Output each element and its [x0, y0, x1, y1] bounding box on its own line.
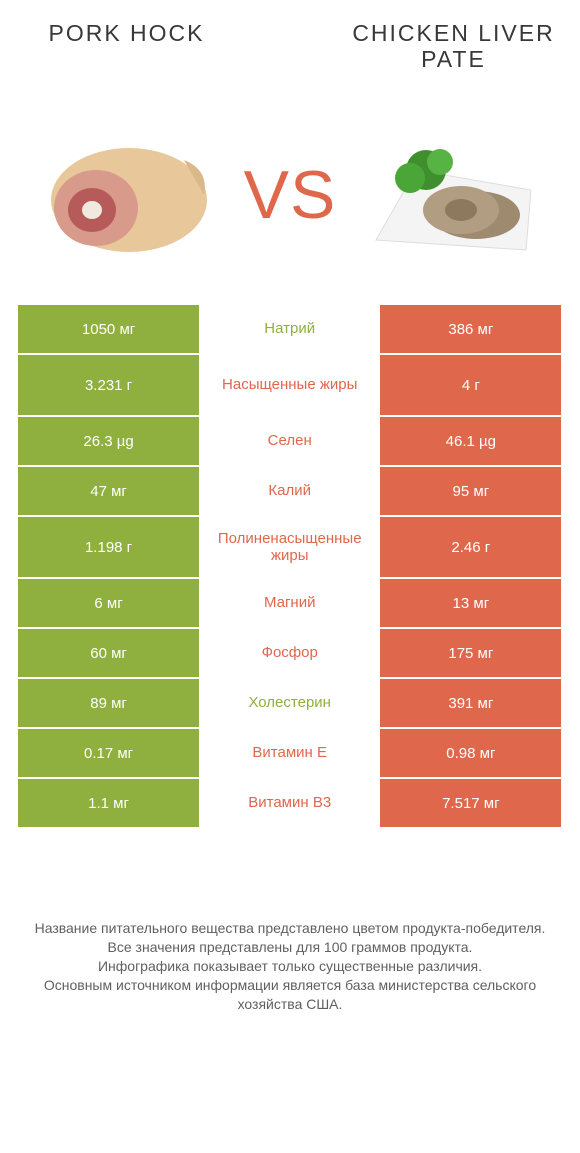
value-left: 1.198 г — [18, 517, 199, 577]
nutrient-label: Холестерин — [199, 679, 380, 727]
header-row: PORK HOCK CHICKEN LIVER PATE — [18, 20, 562, 100]
nutrient-row: 3.231 гНасыщенные жиры4 г — [18, 355, 562, 417]
vs-label: VS — [240, 156, 341, 234]
value-right: 386 мг — [380, 305, 561, 353]
title-right: CHICKEN LIVER PATE — [345, 20, 562, 73]
footer-line: Все значения представлены для 100 граммо… — [28, 938, 552, 957]
value-right: 175 мг — [380, 629, 561, 677]
nutrient-label: Витамин E — [199, 729, 380, 777]
value-left: 0.17 мг — [18, 729, 199, 777]
nutrient-label: Селен — [199, 417, 380, 465]
image-right — [340, 120, 562, 270]
value-left: 60 мг — [18, 629, 199, 677]
value-right: 95 мг — [380, 467, 561, 515]
image-left — [18, 120, 240, 270]
value-right: 391 мг — [380, 679, 561, 727]
value-right: 0.98 мг — [380, 729, 561, 777]
value-left: 89 мг — [18, 679, 199, 727]
nutrient-row: 6 мгМагний13 мг — [18, 579, 562, 629]
nutrient-row: 26.3 µgСелен46.1 µg — [18, 417, 562, 467]
nutrient-row: 1.198 гПолиненасыщенные жиры2.46 г — [18, 517, 562, 579]
footer-line: Название питательного вещества представл… — [28, 919, 552, 938]
nutrient-label: Магний — [199, 579, 380, 627]
value-right: 2.46 г — [380, 517, 561, 577]
comparison-infographic: PORK HOCK CHICKEN LIVER PATE VS — [0, 0, 580, 1013]
title-left: PORK HOCK — [18, 20, 235, 47]
nutrient-row: 47 мгКалий95 мг — [18, 467, 562, 517]
chicken-liver-pate-icon — [356, 120, 546, 270]
pork-hock-icon — [34, 120, 224, 270]
value-left: 3.231 г — [18, 355, 199, 415]
image-row: VS — [18, 100, 562, 290]
value-left: 26.3 µg — [18, 417, 199, 465]
nutrient-label: Натрий — [199, 305, 380, 353]
nutrient-label: Полиненасыщенные жиры — [199, 517, 380, 577]
nutrient-label: Насыщенные жиры — [199, 355, 380, 415]
nutrient-row: 0.17 мгВитамин E0.98 мг — [18, 729, 562, 779]
footer-notes: Название питательного вещества представл… — [18, 919, 562, 1013]
value-left: 1.1 мг — [18, 779, 199, 827]
value-left: 1050 мг — [18, 305, 199, 353]
nutrient-row: 1.1 мгВитамин B37.517 мг — [18, 779, 562, 829]
value-right: 4 г — [380, 355, 561, 415]
value-right: 7.517 мг — [380, 779, 561, 827]
value-right: 13 мг — [380, 579, 561, 627]
value-left: 6 мг — [18, 579, 199, 627]
nutrient-label: Фосфор — [199, 629, 380, 677]
nutrient-row: 1050 мгНатрий386 мг — [18, 305, 562, 355]
value-right: 46.1 µg — [380, 417, 561, 465]
footer-line: Инфографика показывает только существенн… — [28, 957, 552, 976]
footer-line: Основным источником информации является … — [28, 976, 552, 1014]
nutrient-label: Калий — [199, 467, 380, 515]
nutrient-row: 60 мгФосфор175 мг — [18, 629, 562, 679]
nutrient-row: 89 мгХолестерин391 мг — [18, 679, 562, 729]
nutrient-table: 1050 мгНатрий386 мг3.231 гНасыщенные жир… — [18, 305, 562, 829]
value-left: 47 мг — [18, 467, 199, 515]
nutrient-label: Витамин B3 — [199, 779, 380, 827]
